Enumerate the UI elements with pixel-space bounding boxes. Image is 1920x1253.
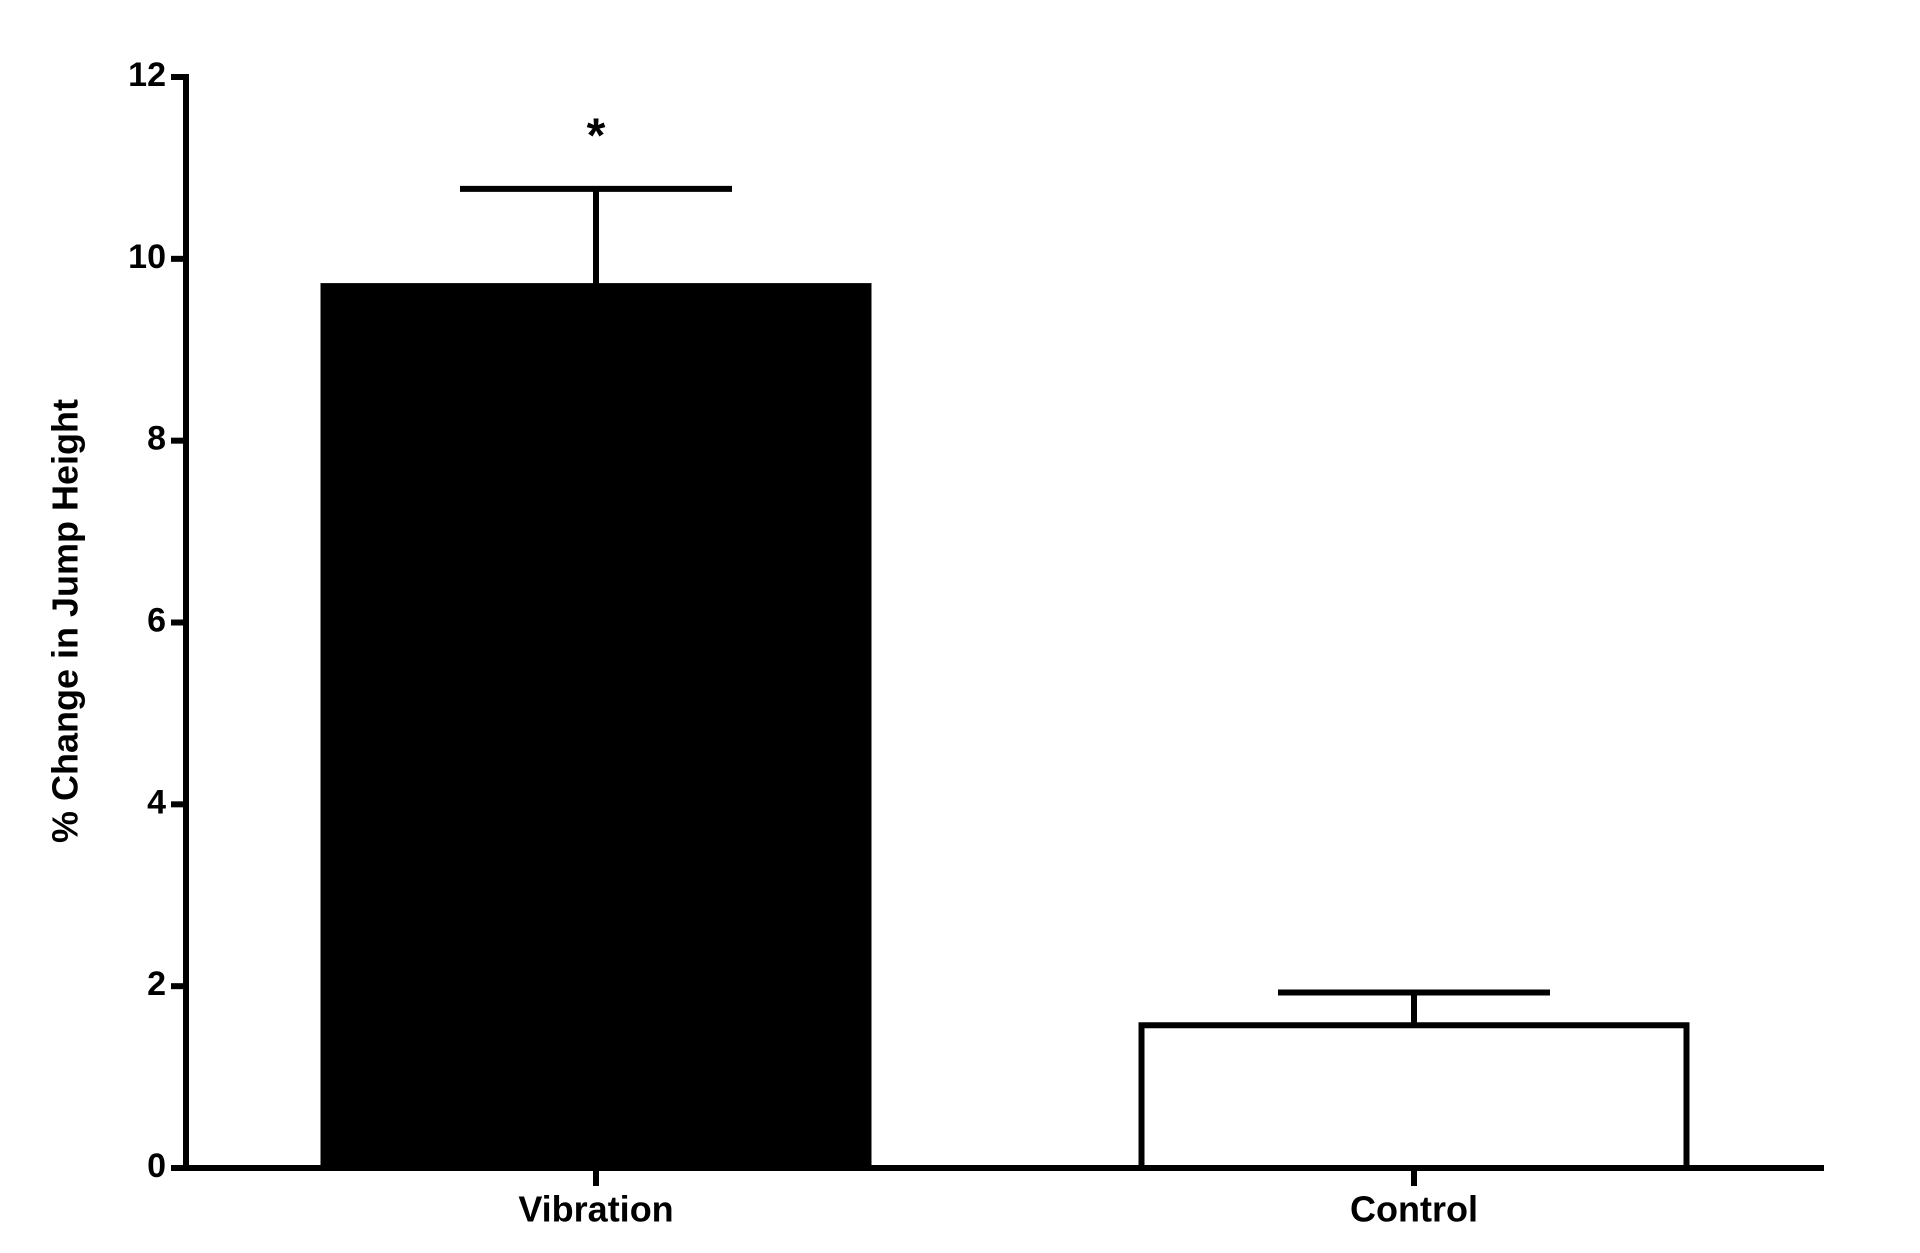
y-tick-label: 6 [147, 601, 166, 639]
y-axis-label: % Change in Jump Height [45, 399, 86, 843]
y-tick-label: 0 [147, 1147, 166, 1185]
x-tick-label: Vibration [518, 1189, 673, 1230]
bar [320, 283, 872, 1171]
x-tick-label: Control [1350, 1189, 1478, 1230]
y-tick-label: 4 [147, 783, 166, 821]
y-tick-label: 12 [128, 56, 166, 94]
y-tick-label: 2 [147, 965, 166, 1003]
significance-marker: * [587, 109, 606, 162]
y-tick-label: 10 [128, 238, 166, 276]
y-tick-label: 8 [147, 420, 166, 458]
bar [1138, 1022, 1690, 1172]
